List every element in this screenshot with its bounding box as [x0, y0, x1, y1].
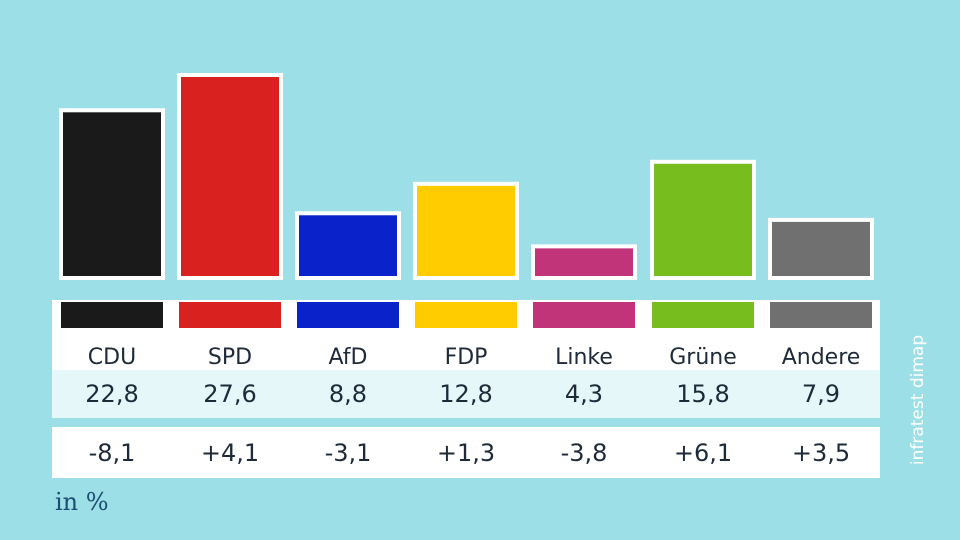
bar-gruene	[650, 159, 756, 280]
swatch-linke	[533, 302, 635, 328]
change-label-fdp: +1,3	[436, 438, 496, 467]
bar-spd	[177, 73, 283, 280]
bar-fdp	[413, 181, 519, 280]
value-label-linke: 4,3	[564, 380, 604, 408]
party-label-fdp: FDP	[444, 345, 488, 370]
bar-afd	[295, 211, 401, 280]
unit-label: in %	[55, 488, 109, 516]
swatch-spd	[179, 302, 281, 328]
color-swatch-row	[52, 300, 880, 337]
change-label-gruene: +6,1	[673, 438, 733, 467]
party-label-gruene: Grüne	[669, 345, 737, 370]
row-divider	[52, 418, 880, 427]
party-label-spd: SPD	[207, 345, 253, 370]
change-label-linke: -3,8	[560, 438, 608, 467]
bar-chart	[59, 73, 874, 280]
party-label-linke: Linke	[555, 345, 613, 370]
party-label-andere: Andere	[781, 345, 861, 370]
swatch-gruene	[652, 302, 754, 328]
party-label-cdu: CDU	[87, 345, 137, 370]
swatch-fdp	[415, 302, 517, 328]
value-label-fdp: 12,8	[439, 380, 493, 408]
party-label-afd: AfD	[328, 345, 368, 370]
change-label-afd: -3,1	[324, 438, 372, 467]
change-row: -8,1 +4,1 -3,1 +1,3 -3,8 +6,1 +3,5	[52, 427, 880, 478]
party-names-row: CDU SPD AfD FDP Linke Grüne Andere	[52, 337, 880, 370]
change-label-cdu: -8,1	[88, 438, 136, 467]
bar-linke	[531, 244, 637, 280]
value-label-cdu: 22,8	[85, 380, 139, 408]
source-credit: infratest dimap	[908, 334, 928, 466]
value-label-spd: 27,6	[203, 380, 257, 408]
value-label-andere: 7,9	[801, 380, 841, 408]
swatch-cdu	[61, 302, 163, 328]
swatch-andere	[770, 302, 872, 328]
swatch-afd	[297, 302, 399, 328]
value-label-afd: 8,8	[328, 380, 368, 408]
value-label-gruene: 15,8	[676, 380, 730, 408]
change-label-spd: +4,1	[200, 438, 260, 467]
vote-share-row: 22,8 27,6 8,8 12,8 4,3 15,8 7,9	[52, 370, 880, 418]
change-label-andere: +3,5	[791, 438, 851, 467]
bar-cdu	[59, 108, 165, 280]
bar-andere	[768, 217, 874, 280]
